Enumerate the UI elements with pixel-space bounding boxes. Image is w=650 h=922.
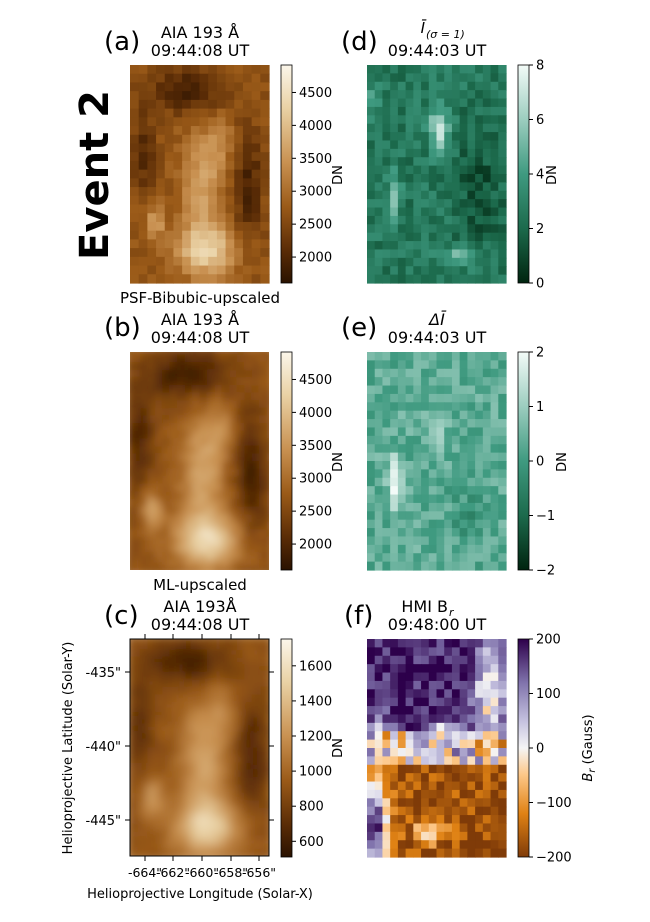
colorbar-c-label: DN [331,738,346,758]
c-xlabel: Helioprojective Longitude (Solar-X) [87,887,313,902]
panel-e-title: ΔĪ [427,310,447,329]
colorbar-e-tick-label: 0 [536,455,544,470]
panel-c-time: 09:44:08 UT [151,615,250,634]
panel-f-title-sub: r [449,606,455,619]
panel-c-frame [129,638,270,857]
colorbar-a-tick-label: 2000 [299,251,332,266]
colorbar-f-tick-label: −200 [536,851,572,866]
colorbar-d-tick-label: 4 [536,168,544,183]
colorbar-f-tick-label: 0 [536,742,544,757]
panel-b-image [130,352,269,570]
panel-c-image [130,639,269,856]
colorbar-a-tick-label: 4000 [299,119,332,134]
colorbar-b-label: DN [331,452,346,472]
panel-e-letter: (e) [341,313,377,343]
colorbar-a-gradient [280,64,293,284]
colorbar-c: 1600 1400 1200 1000 800 600 DN [280,638,346,858]
panel-d-title: Ī [421,19,427,37]
c-xtick-1: -664" [128,865,162,880]
panel-f-title: HMI B [401,597,448,616]
colorbar-b-tick-label: 2500 [299,505,332,520]
c-ytick-2: -440" [86,740,121,755]
panel-a-title: AIA 193 Å [161,23,239,42]
panel-f-image [367,639,507,858]
colorbar-b: 4500 4000 3500 3000 2500 2000 DN [280,351,346,571]
colorbar-d: 8 6 4 2 0 DN [517,59,560,292]
c-xtick-4: -658" [214,865,248,880]
colorbar-d-tick-label: 8 [536,59,544,74]
panel-e-image [367,352,507,571]
panel-d-time: 09:44:03 UT [388,41,487,60]
colorbar-f-tick-label: 100 [536,687,561,702]
colorbar-c-tick-label: 1600 [299,659,332,674]
panel-a-time: 09:44:08 UT [151,41,250,60]
panel-b-caption: ML-upscaled [153,576,247,594]
panel-b-title: AIA 193 Å [161,310,239,329]
panel-a-image [130,65,270,284]
colorbar-b-tick-label: 3500 [299,439,332,454]
colorbar-f-label: Br (Gauss) [581,714,598,781]
c-ylabel: Helioprojective Latitude (Solar-Y) [61,642,76,855]
colorbar-a-tick-label: 3500 [299,152,332,167]
panel-e-time: 09:44:03 UT [388,328,487,347]
colorbar-c-tick-label: 800 [299,800,324,815]
c-ytick-3: -445" [86,814,121,829]
colorbar-e-tick-label: −2 [536,564,555,579]
colorbar-a-label: DN [331,165,346,185]
panel-d-title-sub: (σ = 1) [426,28,465,41]
colorbar-c-tick-label: 1000 [299,765,332,780]
colorbar-b-tick-label: 2000 [299,538,332,553]
colorbar-d-tick-label: 0 [536,277,544,292]
panel-b-time: 09:44:08 UT [151,328,250,347]
colorbar-a-tick-label: 4500 [299,86,332,101]
panel-a-letter: (a) [104,27,140,57]
panel-f-letter: (f) [344,601,373,631]
panel-d-letter: (d) [341,27,378,57]
panel-c-letter: (c) [104,601,139,631]
panel-b-letter: (b) [104,313,141,343]
colorbar-b-gradient [280,351,293,571]
colorbar-e: 2 1 0 −1 −2 DN [517,346,570,579]
colorbar-e-label: DN [555,452,570,472]
colorbar-a-tick-label: 2500 [299,218,332,233]
panel-c-title: AIA 193Å [163,597,236,616]
c-ytick-1: -435" [86,666,121,681]
colorbar-a-tick-label: 3000 [299,185,332,200]
panel-f-time: 09:48:00 UT [388,615,487,634]
colorbar-e-tick-label: −1 [536,509,555,524]
colorbar-b-tick-label: 4500 [299,373,332,388]
colorbar-c-tick-label: 1400 [299,694,332,709]
colorbar-c-tick-label: 1200 [299,730,332,745]
colorbar-f-tick-label: 200 [536,633,561,648]
c-xtick-3: -660" [185,865,219,880]
c-xtick-2: -662" [156,865,190,880]
colorbar-e-tick-label: 2 [536,346,544,361]
colorbar-d-tick-label: 2 [536,222,544,237]
panel-a-caption: PSF-Bibubic-upscaled [120,289,280,307]
colorbar-f-gradient [517,638,530,858]
colorbar-d-label: DN [545,165,560,185]
colorbar-e-gradient [517,351,530,571]
colorbar-d-gradient [517,64,530,284]
panel-c-tick-marks [125,634,274,861]
colorbar-b-tick-label: 4000 [299,406,332,421]
colorbar-e-tick-label: 1 [536,400,544,415]
colorbar-d-tick-label: 6 [536,113,544,128]
colorbar-c-tick-label: 600 [299,835,324,850]
colorbar-a: 4500 4000 3500 3000 2500 2000 DN [280,64,346,284]
colorbar-f: 200 100 0 −100 −200 Br (Gauss) [517,633,598,866]
panel-d-image [367,65,507,284]
c-xtick-5: -656" [242,865,276,880]
colorbar-b-tick-label: 3000 [299,472,332,487]
event-label: Event 2 [72,90,118,260]
colorbar-f-tick-label: −100 [536,796,572,811]
colorbar-c-gradient [280,638,293,858]
